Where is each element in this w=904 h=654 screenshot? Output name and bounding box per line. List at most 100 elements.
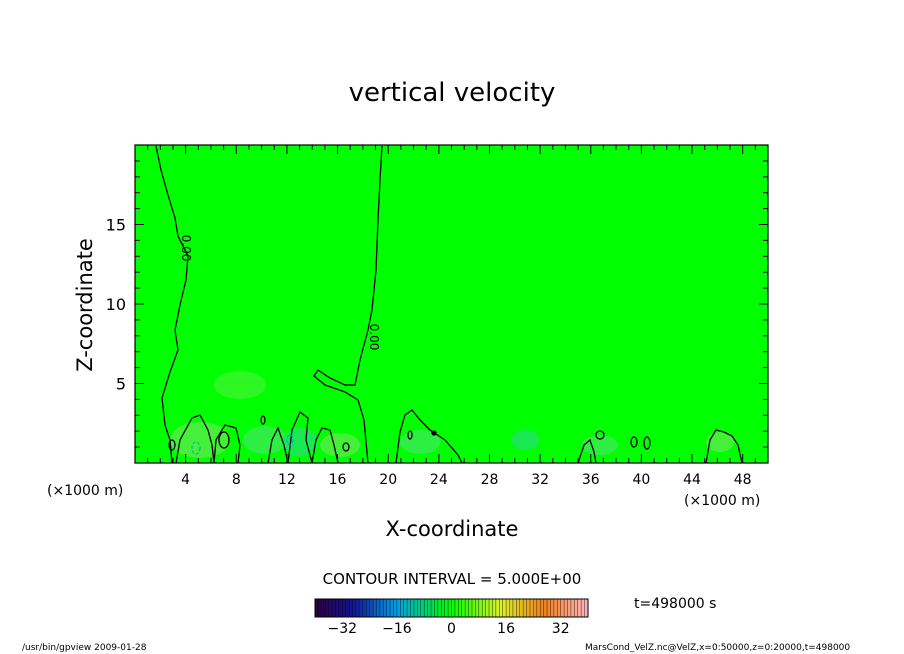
colorbar-cell xyxy=(342,599,347,617)
colorbar-cell xyxy=(581,599,585,617)
colorbar-cell xyxy=(366,599,370,617)
x-tick-label: 32 xyxy=(531,472,549,488)
colorbar-cell xyxy=(448,599,452,617)
colorbar-cell xyxy=(557,599,561,617)
colorbar-cell xyxy=(362,599,367,617)
colorbar-cell xyxy=(386,599,391,617)
colorbar-cell xyxy=(536,599,541,617)
plot-field xyxy=(135,145,768,463)
colorbar-cell xyxy=(471,599,476,617)
time-label: t=498000 s xyxy=(634,596,716,612)
colorbar-cell xyxy=(543,599,548,617)
x-axis-ticks: 4 8 12 16 20 24 28 32 36 40 44 48 xyxy=(134,145,769,488)
colorbar-cell xyxy=(383,599,387,617)
x-tick-label: 48 xyxy=(734,472,752,488)
colorbar-cell xyxy=(345,599,350,617)
colorbar-cell xyxy=(400,599,405,617)
colorbar-cell xyxy=(540,599,544,617)
colorbar-cell xyxy=(529,599,534,617)
colorbar-cell xyxy=(434,599,439,617)
x-tick-label: 12 xyxy=(278,472,296,488)
colorbar-cell xyxy=(465,599,469,617)
x-tick-label: 20 xyxy=(379,472,397,488)
colorbar-cell xyxy=(359,599,364,617)
colorbar-cell xyxy=(512,599,517,617)
x-tick-label: 36 xyxy=(582,472,600,488)
colorbar-cell xyxy=(506,599,510,617)
colorbar-cell xyxy=(352,599,357,617)
contour-labels: 0.00 0.00 xyxy=(179,235,381,351)
colorbar-cell xyxy=(461,599,466,617)
colorbar-cell xyxy=(403,599,408,617)
colorbar-cell xyxy=(369,599,374,617)
colorbar xyxy=(314,599,589,617)
x-axis-label: X-coordinate xyxy=(386,517,519,541)
x-unit-right: (×1000 m) xyxy=(684,493,760,509)
colorbar-cell xyxy=(332,599,336,617)
colorbar-cell xyxy=(567,599,572,617)
y-tick-label: 15 xyxy=(106,216,126,235)
colorbar-cell xyxy=(431,599,435,617)
colorbar-cell xyxy=(393,599,398,617)
x-tick-label: 28 xyxy=(481,472,499,488)
colorbar-cell xyxy=(321,599,326,617)
colorbar-frame xyxy=(314,598,589,618)
x-tick-label: 44 xyxy=(683,472,701,488)
colorbar-cell xyxy=(570,599,575,617)
colorbar-cell xyxy=(564,599,568,617)
colorbar-cell xyxy=(318,599,323,617)
colorbar-cell xyxy=(355,599,360,617)
colorbar-cell xyxy=(492,599,497,617)
colorbar-cell xyxy=(509,599,514,617)
contour-label-1: 0.00 xyxy=(179,235,193,262)
colorbar-cell xyxy=(410,599,415,617)
colorbar-cell xyxy=(444,599,449,617)
colorbar-ticks: −32 −16 0 16 32 xyxy=(328,621,570,637)
colorbar-cell xyxy=(373,599,377,617)
colorbar-cell xyxy=(478,599,483,617)
colorbar-cell xyxy=(396,599,401,617)
colorbar-cell xyxy=(424,599,428,617)
colorbar-cell xyxy=(495,599,500,617)
colorbar-cell xyxy=(550,599,555,617)
colorbar-cell xyxy=(577,599,582,617)
y-tick-label: 5 xyxy=(116,375,126,394)
colorbar-cell xyxy=(499,599,503,617)
field-blotches xyxy=(170,371,734,458)
colorbar-cell xyxy=(516,599,521,617)
colorbar-cell xyxy=(390,599,394,617)
colorbar-cell xyxy=(427,599,432,617)
colorbar-tick-label: 16 xyxy=(497,621,515,637)
colorbar-cell xyxy=(328,599,333,617)
colorbar-cell xyxy=(560,599,565,617)
y-axis-ticks: 5 10 15 xyxy=(106,144,768,464)
x-tick-label: 16 xyxy=(329,472,347,488)
colorbar-cell xyxy=(325,599,329,617)
x-tick-label: 24 xyxy=(430,472,448,488)
footer-right: MarsCond_VelZ.nc@VelZ,x=0:50000,z=0:2000… xyxy=(585,643,851,653)
colorbar-cell xyxy=(437,599,442,617)
colorbar-cell xyxy=(376,599,381,617)
contour-lines-dashed xyxy=(191,434,294,455)
x-tick-label: 4 xyxy=(181,472,190,488)
colorbar-cell xyxy=(338,599,343,617)
colorbar-cell xyxy=(526,599,531,617)
colorbar-cell xyxy=(584,599,589,617)
colorbar-cell xyxy=(489,599,493,617)
colorbar-cell xyxy=(485,599,490,617)
colorbar-cell xyxy=(547,599,551,617)
colorbar-cell xyxy=(379,599,384,617)
colorbar-cell xyxy=(315,599,319,617)
colorbar-cell xyxy=(451,599,456,617)
colorbar-cell xyxy=(407,599,411,617)
colorbar-cell xyxy=(458,599,463,617)
colorbar-cell xyxy=(420,599,425,617)
colorbar-cell xyxy=(482,599,486,617)
colorbar-cell xyxy=(413,599,418,617)
colorbar-cell xyxy=(519,599,524,617)
colorbar-cell xyxy=(475,599,480,617)
contour-label-2: 0.00 xyxy=(367,324,381,351)
chart-title: vertical velocity xyxy=(349,78,556,108)
colorbar-cell xyxy=(349,599,353,617)
